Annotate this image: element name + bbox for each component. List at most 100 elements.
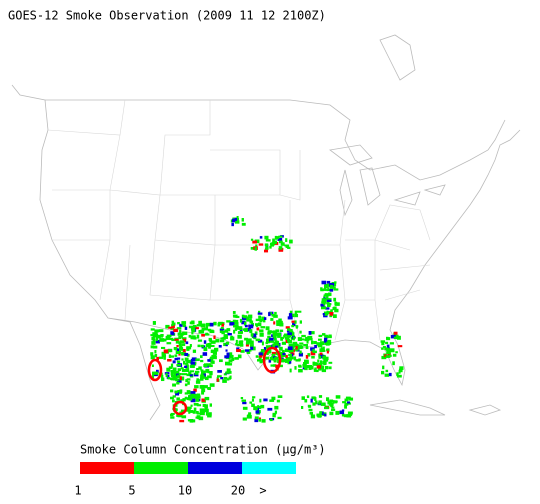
smoke-pixel [279,329,284,333]
smoke-pixel [246,328,252,332]
smoke-pixel [226,328,231,332]
smoke-pixel [295,325,298,329]
smoke-pixel [278,246,283,250]
smoke-pixel [246,338,251,342]
smoke-pixel [188,334,191,338]
smoke-pixel [284,333,288,337]
smoke-pixel [278,240,283,244]
smoke-pixel [279,364,283,368]
legend-label: 1 [74,484,81,498]
smoke-pixel [329,314,333,318]
smoke-pixel [331,406,335,409]
smoke-pixel [246,316,250,320]
smoke-pixel [220,337,224,340]
smoke-pixel [171,324,174,327]
smoke-pixel [316,369,319,373]
smoke-pixel [217,370,222,373]
smoke-pixel [198,320,202,325]
smoke-pixel [196,368,199,371]
smoke-pixel [319,352,323,356]
smoke-pixel [384,373,390,377]
smoke-pixel [259,359,263,364]
legend-label: 20 [231,484,245,498]
smoke-pixel [182,373,187,376]
smoke-pixel [276,320,281,323]
smoke-pixel [189,321,195,325]
smoke-pixel [174,390,178,394]
smoke-pixel [256,327,260,331]
smoke-pixel [197,339,203,342]
smoke-pixel [305,336,310,341]
smoke-pixel [274,410,278,414]
smoke-pixel [258,243,264,246]
smoke-pixel [206,344,209,347]
smoke-pixel [198,366,202,370]
smoke-pixel [174,354,178,357]
smoke-pixel [264,243,269,247]
smoke-pixel [220,327,224,330]
smoke-pixel [170,412,175,415]
smoke-pixel [308,338,313,341]
smoke-pixel [273,321,276,325]
smoke-pixel [222,379,227,383]
smoke-pixel [176,370,180,375]
smoke-pixel [265,239,271,242]
smoke-pixel [196,378,199,382]
smoke-pixel [265,244,268,249]
smoke-pixel [166,349,172,353]
smoke-pixel [348,402,351,405]
smoke-pixel [264,317,267,320]
smoke-pixel [201,391,205,395]
smoke-pixel [344,403,349,406]
smoke-pixel [329,282,335,287]
smoke-pixel [171,325,175,329]
smoke-pixel [273,343,278,346]
smoke-pixel [226,320,231,323]
smoke-pixel [219,329,224,333]
smoke-pixel [328,361,333,364]
smoke-pixel [225,371,230,374]
smoke-pixel [286,334,290,339]
smoke-pixel [176,378,182,383]
smoke-pixel [381,342,385,346]
smoke-pixel [389,348,395,353]
smoke-pixel [198,330,204,334]
smoke-pixel [184,396,188,400]
smoke-pixel [150,352,154,356]
smoke-pixel [270,418,273,422]
smoke-pixel [269,337,274,342]
smoke-pixel [311,340,314,345]
smoke-pixel [285,326,290,329]
smoke-pixel [259,329,264,333]
smoke-pixel [326,310,329,315]
colorbar-swatch [242,462,296,474]
smoke-pixel [287,360,291,365]
smoke-pixel [194,372,199,375]
smoke-pixel [200,359,204,363]
smoke-pixel [207,375,212,379]
smoke-pixel [185,341,189,345]
smoke-pixel [318,395,323,398]
smoke-pixel [287,332,292,336]
smoke-pixel [316,363,320,366]
smoke-pixel [250,333,254,337]
smoke-pixel [289,310,293,315]
smoke-pixel [171,320,175,325]
smoke-pixel [212,355,217,360]
smoke-pixel [329,288,334,292]
smoke-pixel [233,314,238,318]
smoke-pixel [258,406,262,410]
smoke-pixel [318,400,322,404]
smoke-pixel [333,314,337,319]
smoke-pixel [254,247,257,251]
smoke-pixel [182,349,186,353]
smoke-pixel [232,319,236,322]
smoke-pixel [324,406,329,410]
smoke-pixel [339,410,344,415]
smoke-pixel [291,325,295,328]
smoke-pixel [326,299,332,302]
smoke-pixel [274,405,279,410]
smoke-pixel [209,340,212,343]
smoke-pixel [240,350,245,353]
smoke-pixel [181,321,187,325]
